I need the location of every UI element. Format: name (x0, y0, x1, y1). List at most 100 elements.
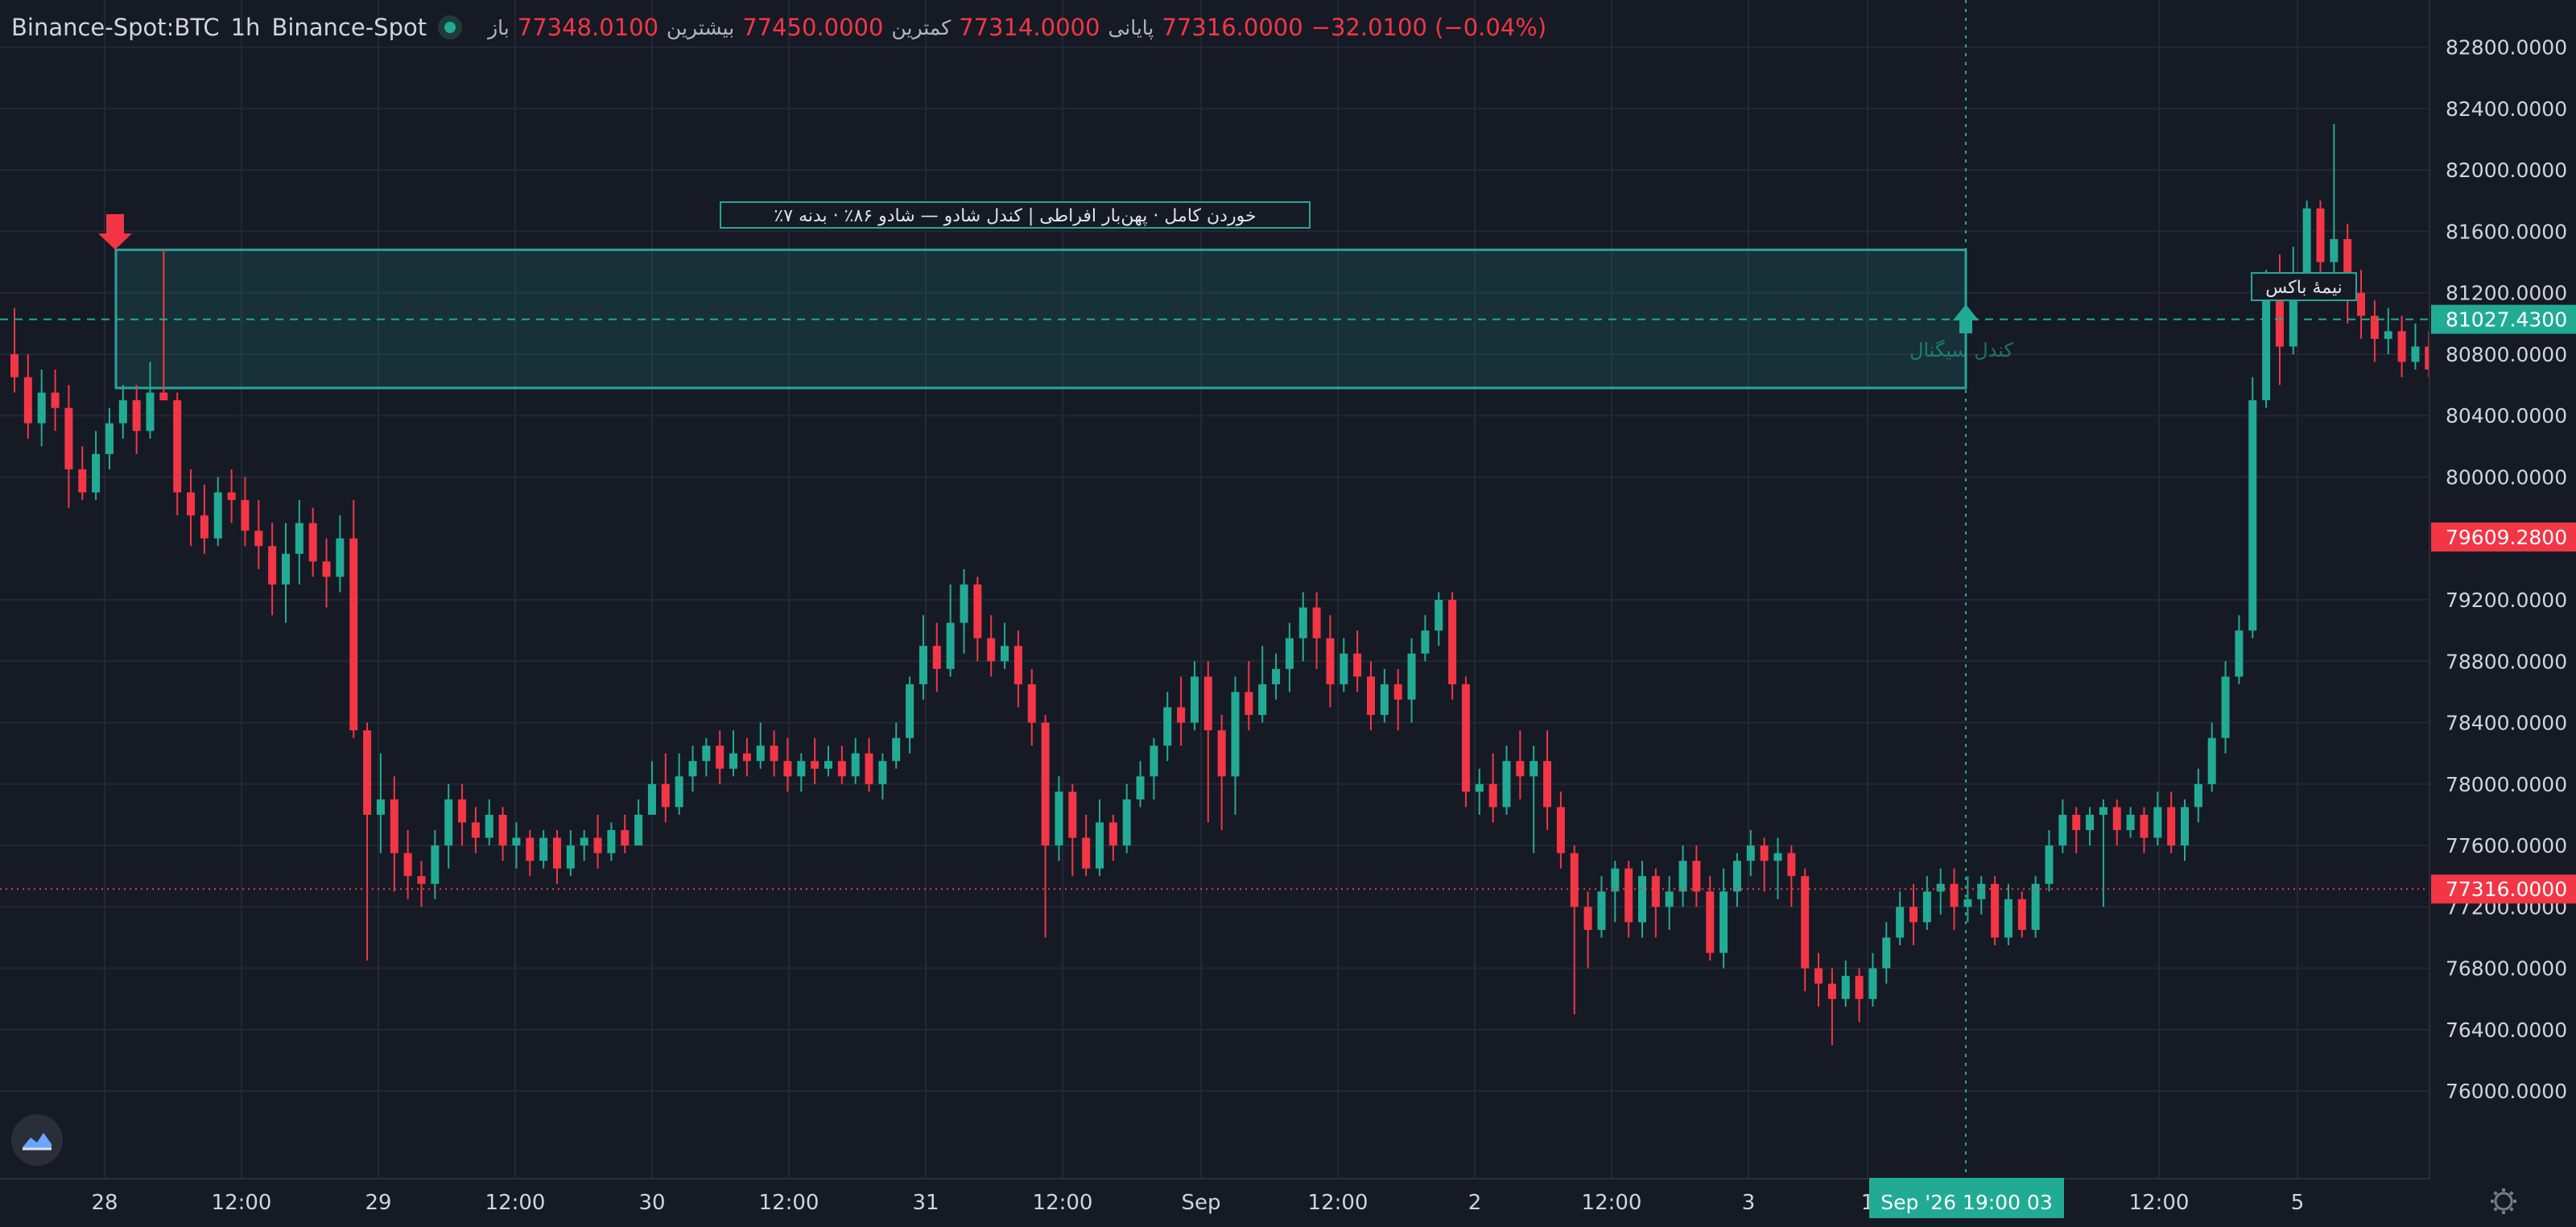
candle-body[interactable] (1556, 807, 1565, 853)
candle-body[interactable] (553, 837, 561, 869)
candle-body[interactable] (1136, 776, 1145, 799)
candle-body[interactable] (1773, 853, 1782, 861)
candle-body[interactable] (932, 646, 941, 669)
candle-body[interactable] (1068, 791, 1077, 838)
candle-body[interactable] (2181, 807, 2189, 846)
candle-body[interactable] (837, 761, 846, 777)
candle-body[interactable] (851, 753, 860, 777)
candle-body[interactable] (1732, 861, 1741, 892)
candle-body[interactable] (688, 761, 697, 777)
candle-body[interactable] (2004, 899, 2013, 938)
candle-body[interactable] (580, 837, 588, 846)
candle-body[interactable] (376, 799, 385, 815)
candle-body[interactable] (1760, 845, 1769, 861)
candle-body[interactable] (1082, 837, 1091, 869)
candle-body[interactable] (960, 584, 968, 623)
candle-body[interactable] (1570, 853, 1579, 907)
candle-body[interactable] (811, 761, 819, 769)
candle-body[interactable] (607, 830, 616, 853)
candle-body[interactable] (2153, 807, 2162, 838)
candle-body[interactable] (2357, 292, 2366, 316)
candle-body[interactable] (132, 400, 141, 432)
candle-body[interactable] (200, 515, 208, 539)
candle-body[interactable] (1013, 646, 1022, 684)
candle-body[interactable] (906, 684, 914, 738)
candle-body[interactable] (1108, 822, 1117, 846)
legend-symbol[interactable]: Binance-Spot:BTC (11, 14, 220, 41)
candle-body[interactable] (1475, 783, 1484, 792)
candle-body[interactable] (973, 584, 982, 638)
candle-body[interactable] (159, 392, 168, 401)
candle-body[interactable] (322, 561, 331, 577)
candle-body[interactable] (1719, 891, 1728, 953)
candle-body[interactable] (1163, 707, 1172, 746)
candle-body[interactable] (2045, 845, 2054, 884)
candle-body[interactable] (1407, 653, 1416, 700)
candle-body[interactable] (1597, 891, 1606, 930)
candle-body[interactable] (78, 469, 87, 493)
candle-body[interactable] (1991, 883, 2000, 938)
candle-body[interactable] (2275, 277, 2284, 347)
candle-body[interactable] (1421, 630, 1430, 654)
candle-body[interactable] (10, 353, 19, 378)
candle-body[interactable] (1461, 684, 1470, 792)
candle-body[interactable] (566, 845, 575, 869)
candle-body[interactable] (105, 423, 114, 454)
candle-body[interactable] (2221, 676, 2230, 738)
candle-body[interactable] (1841, 976, 1850, 999)
candle-body[interactable] (241, 500, 250, 531)
candle-body[interactable] (1203, 676, 1212, 731)
candle-body[interactable] (1367, 676, 1375, 716)
candle-body[interactable] (37, 392, 46, 423)
candle-body[interactable] (1285, 638, 1294, 669)
candle-body[interactable] (1868, 968, 1877, 999)
candle-body[interactable] (2370, 316, 2379, 339)
candle-body[interactable] (118, 400, 127, 423)
candle-body[interactable] (1217, 730, 1226, 777)
candle-body[interactable] (268, 546, 277, 585)
candle-body[interactable] (661, 783, 670, 808)
candle-body[interactable] (1258, 684, 1267, 716)
candle-body[interactable] (1380, 684, 1389, 716)
candle-body[interactable] (919, 646, 927, 684)
candle-body[interactable] (1055, 791, 1063, 846)
candle-body[interactable] (621, 830, 630, 846)
candle-body[interactable] (1122, 799, 1131, 846)
candle-body[interactable] (51, 392, 60, 408)
candle-body[interactable] (254, 531, 263, 547)
candle-body[interactable] (1638, 876, 1646, 923)
candle-body[interactable] (295, 523, 303, 554)
candle-body[interactable] (308, 523, 317, 562)
settings-gear-icon[interactable] (2491, 1188, 2516, 1214)
candle-body[interactable] (2058, 814, 2067, 846)
candle-body[interactable] (2194, 783, 2202, 808)
candle-body[interactable] (2140, 814, 2149, 838)
candle-body[interactable] (471, 822, 480, 838)
price-tag[interactable] (2431, 874, 2576, 904)
candle-body[interactable] (675, 776, 683, 808)
candle-body[interactable] (2262, 277, 2271, 401)
candle-body[interactable] (1353, 653, 1362, 677)
candle-body[interactable] (824, 761, 832, 769)
candle-body[interactable] (1963, 899, 1972, 907)
candle-body[interactable] (2017, 899, 2026, 930)
candle-body[interactable] (2397, 331, 2406, 362)
candle-body[interactable] (1746, 845, 1755, 861)
market-status-icon[interactable] (438, 15, 463, 39)
candle-body[interactable] (1177, 707, 1186, 723)
price-tag[interactable] (2431, 522, 2576, 552)
candle-body[interactable] (647, 783, 656, 815)
candle-body[interactable] (282, 553, 290, 585)
candle-body[interactable] (1298, 607, 1307, 638)
candle-body[interactable] (1393, 684, 1402, 700)
candle-body[interactable] (526, 837, 535, 861)
candle-body[interactable] (1950, 883, 1959, 907)
candle-body[interactable] (1678, 861, 1687, 892)
candle-body[interactable] (2248, 400, 2257, 631)
candle-body[interactable] (187, 492, 196, 516)
candle-body[interactable] (2411, 346, 2420, 362)
candle-body[interactable] (213, 492, 222, 539)
candle-body[interactable] (2126, 814, 2135, 831)
candle-body[interactable] (403, 853, 412, 877)
